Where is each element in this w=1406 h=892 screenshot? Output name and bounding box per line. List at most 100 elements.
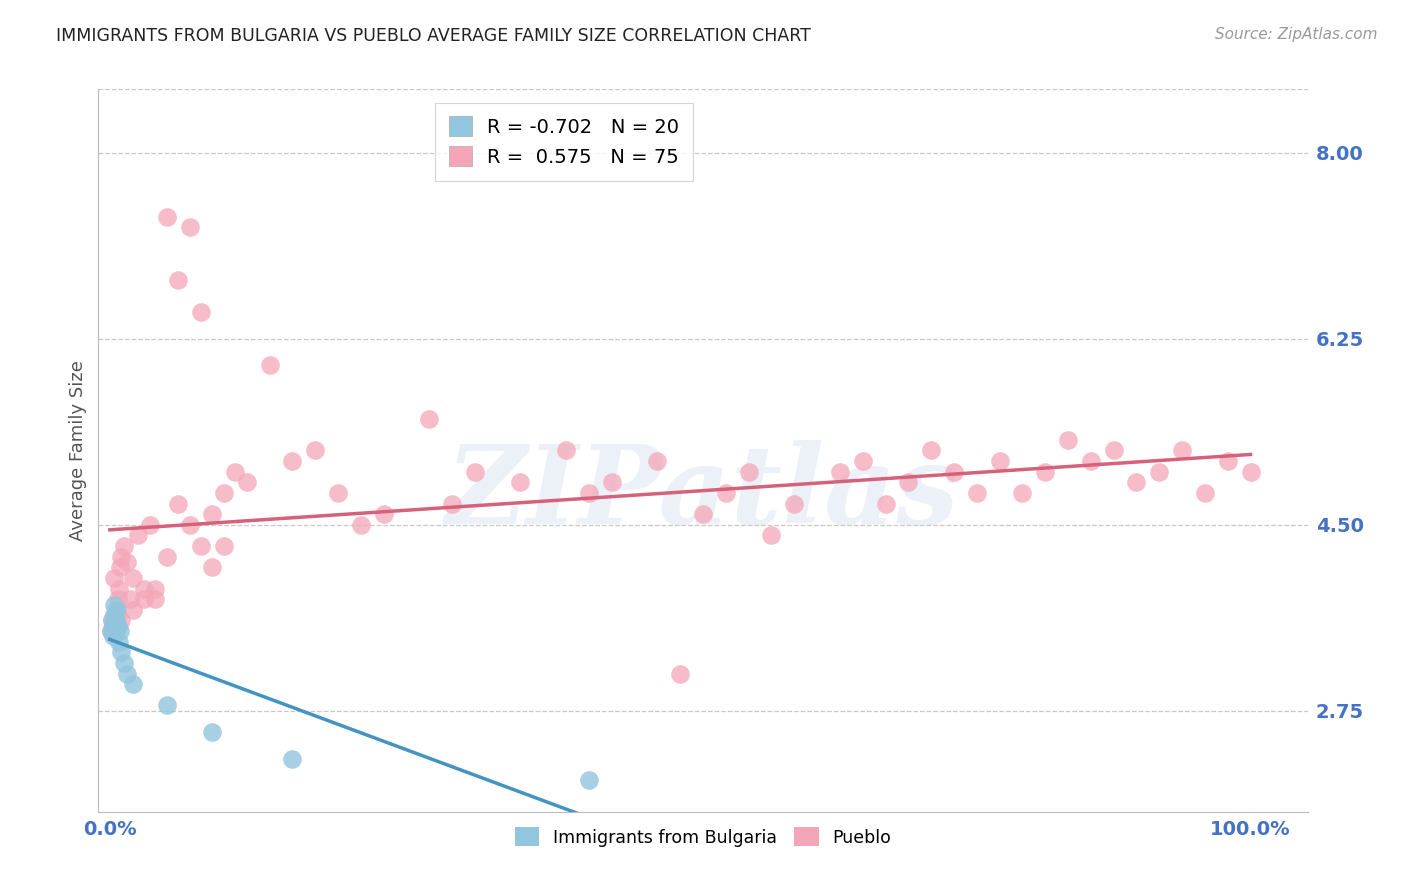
Point [828, 465, 851, 479]
Point [1194, 486, 1216, 500]
Legend: Immigrants from Bulgaria, Pueblo: Immigrants from Bulgaria, Pueblo [508, 821, 898, 854]
Point [110, 614, 132, 628]
Point [988, 454, 1011, 468]
Point [920, 443, 942, 458]
Point [112, 539, 135, 553]
Point [1171, 443, 1194, 458]
Point [145, 582, 167, 596]
Point [737, 465, 759, 479]
Point [212, 486, 235, 500]
Point [179, 517, 201, 532]
Point [103, 619, 125, 633]
Point [156, 210, 179, 224]
Point [103, 629, 125, 643]
Point [112, 656, 135, 670]
Point [132, 582, 155, 596]
Text: Source: ZipAtlas.com: Source: ZipAtlas.com [1215, 27, 1378, 42]
Point [373, 507, 395, 521]
Point [104, 624, 127, 639]
Point [1080, 454, 1102, 468]
Point [761, 528, 783, 542]
Text: IMMIGRANTS FROM BULGARIA VS PUEBLO AVERAGE FAMILY SIZE CORRELATION CHART: IMMIGRANTS FROM BULGARIA VS PUEBLO AVERA… [56, 27, 811, 45]
Point [107, 619, 129, 633]
Point [100, 624, 122, 639]
Point [212, 539, 235, 553]
Point [190, 539, 212, 553]
Point [127, 528, 149, 542]
Point [418, 411, 440, 425]
Point [100, 624, 122, 639]
Point [1102, 443, 1125, 458]
Point [167, 273, 190, 287]
Point [156, 698, 179, 713]
Point [875, 497, 897, 511]
Point [1057, 433, 1080, 447]
Point [259, 359, 281, 373]
Point [201, 725, 224, 739]
Point [942, 465, 965, 479]
Point [1033, 465, 1056, 479]
Point [115, 666, 138, 681]
Point [326, 486, 349, 500]
Point [281, 751, 304, 765]
Point [1239, 465, 1261, 479]
Point [101, 614, 124, 628]
Point [108, 634, 131, 648]
Point [132, 592, 155, 607]
Point [464, 465, 486, 479]
Point [201, 560, 224, 574]
Point [103, 608, 125, 623]
Point [156, 549, 179, 564]
Point [783, 497, 806, 511]
Point [350, 517, 373, 532]
Point [647, 454, 669, 468]
Point [1149, 465, 1171, 479]
Point [108, 560, 131, 574]
Point [110, 645, 132, 659]
Point [107, 592, 129, 607]
Point [104, 603, 127, 617]
Y-axis label: Average Family Size: Average Family Size [69, 360, 87, 541]
Point [103, 571, 125, 585]
Point [692, 507, 714, 521]
Point [852, 454, 875, 468]
Point [190, 305, 212, 319]
Point [1216, 454, 1239, 468]
Point [304, 443, 326, 458]
Point [121, 677, 143, 691]
Point [145, 592, 167, 607]
Point [966, 486, 988, 500]
Point [121, 603, 143, 617]
Text: ZIPatlas: ZIPatlas [446, 440, 960, 548]
Point [235, 475, 257, 490]
Point [578, 486, 600, 500]
Point [103, 619, 125, 633]
Point [281, 454, 304, 468]
Point [167, 497, 190, 511]
Point [104, 614, 127, 628]
Point [201, 507, 224, 521]
Point [101, 614, 124, 628]
Point [441, 497, 464, 511]
Point [115, 555, 138, 569]
Point [897, 475, 920, 490]
Point [108, 624, 131, 639]
Point [669, 666, 692, 681]
Point [1125, 475, 1147, 490]
Point [108, 582, 131, 596]
Point [121, 571, 143, 585]
Point [105, 608, 128, 623]
Point [600, 475, 623, 490]
Point [555, 443, 578, 458]
Point [139, 517, 162, 532]
Point [179, 220, 201, 235]
Point [103, 598, 125, 612]
Point [1011, 486, 1033, 500]
Point [578, 772, 600, 787]
Point [110, 549, 132, 564]
Point [224, 465, 246, 479]
Point [120, 592, 142, 607]
Point [714, 486, 737, 500]
Point [509, 475, 531, 490]
Point [105, 603, 128, 617]
